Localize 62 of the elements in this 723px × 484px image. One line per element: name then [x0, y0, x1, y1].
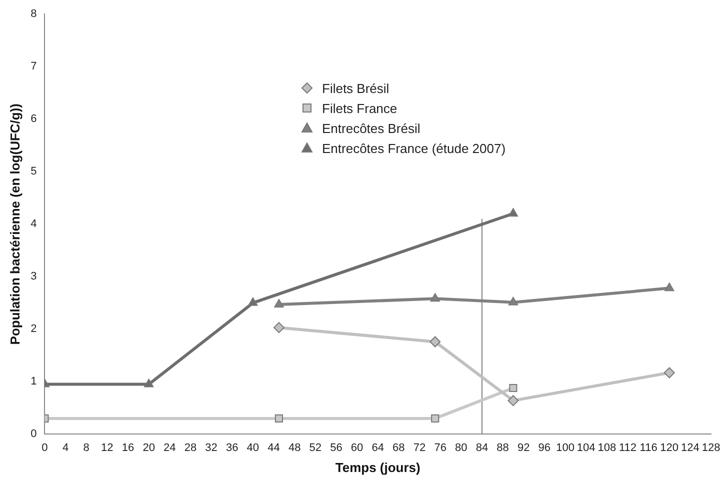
- x-tick-label: 40: [246, 442, 260, 454]
- point: [664, 367, 675, 378]
- point: [431, 414, 440, 422]
- x-tick-label: 112: [618, 442, 636, 454]
- x-tick-label: 60: [350, 442, 364, 454]
- x-tick-label: 48: [288, 442, 301, 454]
- x-tick-label: 16: [122, 442, 134, 454]
- point: [274, 414, 283, 422]
- x-tick-label: 76: [434, 442, 446, 454]
- x-tick-label: 128: [702, 442, 720, 454]
- legend-label: Filets Brésil: [322, 80, 390, 96]
- legend-label: Entrecôtes Brésil: [322, 120, 420, 136]
- y-tick-label: 4: [30, 218, 37, 230]
- x-tick-label: 0: [42, 442, 48, 454]
- x-tick-label: 44: [268, 442, 280, 454]
- x-axis-title: Temps (jours): [335, 460, 420, 475]
- x-tick-label: 88: [496, 442, 509, 454]
- x-tick-label: 124: [681, 442, 700, 454]
- x-tick-label: 96: [538, 442, 551, 454]
- y-tick-label: 7: [30, 60, 37, 73]
- x-tick-label: 52: [309, 442, 322, 454]
- x-tick-label: 4: [62, 442, 69, 454]
- x-tick-label: 100: [556, 442, 574, 454]
- y-tick-label: 5: [30, 166, 37, 178]
- y-tick-label: 6: [30, 113, 37, 126]
- x-tick-label: 64: [372, 442, 384, 454]
- y-tick-label: 1: [30, 376, 37, 388]
- point: [430, 293, 440, 302]
- x-tick-label: 116: [640, 442, 658, 454]
- point: [664, 282, 674, 292]
- point: [144, 378, 154, 388]
- x-tick-label: 24: [164, 442, 176, 454]
- y-axis-title: Population bactérienne (en log(UFC/g)): [7, 103, 22, 345]
- point: [508, 296, 518, 306]
- x-tick-label: 120: [660, 442, 679, 454]
- legend-label: Filets France: [322, 100, 398, 116]
- x-tick-label: 56: [330, 442, 342, 454]
- point: [508, 208, 518, 217]
- x-tick-label: 80: [455, 442, 468, 454]
- point: [430, 336, 441, 348]
- y-tick-label: 8: [30, 8, 37, 20]
- x-tick-label: 28: [184, 442, 197, 454]
- point: [509, 384, 518, 392]
- x-tick-label: 84: [476, 442, 488, 454]
- y-tick-label: 0: [30, 428, 37, 440]
- point: [248, 297, 258, 306]
- x-tick-label: 32: [205, 442, 218, 454]
- point: [273, 322, 284, 334]
- x-tick-label: 36: [226, 442, 238, 454]
- x-tick-label: 72: [413, 442, 426, 454]
- x-tick-label: 12: [101, 442, 114, 454]
- x-tick-label: 104: [576, 442, 596, 454]
- legend-label: Entrecôtes France (étude 2007): [322, 140, 506, 156]
- x-tick-label: 68: [392, 442, 405, 454]
- x-tick-label: 92: [517, 442, 530, 454]
- x-tick-label: 108: [598, 442, 616, 454]
- x-tick-label: 8: [83, 442, 90, 454]
- point: [274, 298, 284, 308]
- point: [508, 395, 519, 406]
- y-tick-label: 2: [30, 323, 37, 336]
- y-tick-label: 3: [30, 270, 37, 283]
- x-tick-label: 20: [142, 442, 155, 454]
